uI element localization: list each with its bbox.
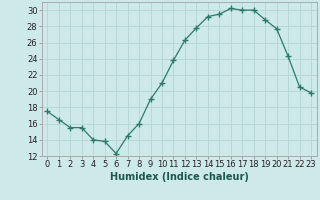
X-axis label: Humidex (Indice chaleur): Humidex (Indice chaleur) — [110, 172, 249, 182]
